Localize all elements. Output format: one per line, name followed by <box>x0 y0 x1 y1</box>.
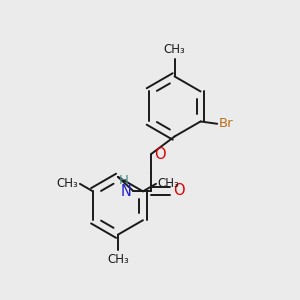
Text: O: O <box>173 183 184 198</box>
Text: O: O <box>154 148 166 163</box>
Text: CH₃: CH₃ <box>158 177 180 190</box>
Text: CH₃: CH₃ <box>56 177 78 190</box>
Text: CH₃: CH₃ <box>107 253 129 266</box>
Text: CH₃: CH₃ <box>164 43 185 56</box>
Text: H: H <box>118 174 128 187</box>
Text: Br: Br <box>219 117 233 130</box>
Text: N: N <box>121 184 132 199</box>
